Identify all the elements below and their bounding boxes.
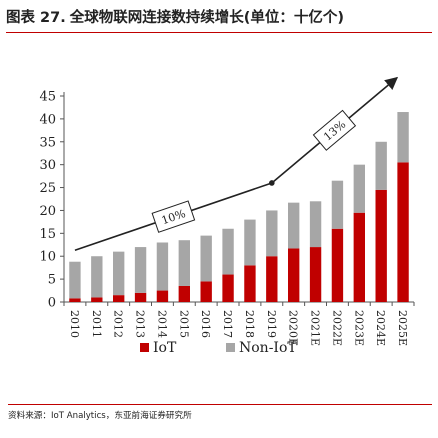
bar-non-iot: [331, 180, 344, 229]
bar-iot: [266, 256, 278, 302]
y-tick-label: 35: [39, 135, 56, 150]
figure-number: 图表 27.: [6, 10, 66, 26]
growth-rate-box: [312, 109, 357, 151]
x-tick-label: 2021E: [309, 310, 322, 346]
bar-iot: [397, 162, 409, 302]
y-tick-label: 15: [39, 227, 56, 242]
bar-non-iot: [91, 256, 103, 298]
y-tick-label: 5: [48, 273, 56, 288]
x-tick-label: 2025E: [396, 310, 409, 346]
y-tick-label: 0: [48, 296, 56, 311]
bar-iot: [244, 265, 256, 302]
x-tick-label: 2011: [90, 310, 103, 338]
bar-iot: [69, 298, 81, 302]
bar-non-iot: [69, 261, 81, 299]
legend-non-iot-swatch: [226, 343, 235, 352]
x-tick-label: 2014: [155, 310, 168, 338]
growth-annotation-2019-2025: 13%: [312, 109, 357, 151]
y-tick-label: 45: [39, 90, 56, 105]
bar-non-iot: [113, 251, 125, 296]
x-tick-label: 2022E: [330, 310, 343, 346]
growth-annotation-2010-2019: 10%: [151, 200, 196, 233]
x-tick-label: 2012: [112, 310, 125, 338]
x-tick-label: 2024E: [374, 310, 387, 346]
x-tick-label: 2017: [221, 310, 234, 338]
figure-title-text: 全球物联网连接数持续增长(单位：十亿个): [69, 10, 345, 26]
bar-non-iot: [156, 242, 169, 291]
bar-iot: [91, 297, 103, 302]
bar-iot: [156, 290, 169, 302]
bar-non-iot: [288, 202, 300, 249]
legend-iot-swatch: [140, 343, 149, 352]
figure-title: 图表 27. 全球物联网连接数持续增长(单位：十亿个): [6, 6, 432, 33]
bar-iot: [288, 248, 300, 302]
bar-non-iot: [266, 210, 278, 257]
y-tick-label: 30: [39, 158, 56, 173]
bar-non-iot: [375, 141, 387, 190]
y-tick-label: 10: [39, 250, 56, 265]
bar-iot: [375, 189, 387, 302]
bar-non-iot: [309, 201, 322, 248]
bar-non-iot: [222, 228, 234, 275]
y-tick-label: 40: [39, 112, 56, 127]
stacked-bar-chart: 0 5 10 15 20 25 30 35 40 45 2010 2011 2012 2013 2014 20…: [39, 76, 415, 356]
growth-rate-box: [151, 200, 196, 233]
x-tick-label: 2023E: [352, 310, 365, 346]
figure-source: 资料来源：IoT Analytics，东亚前海证券研究所: [8, 404, 432, 421]
x-tick-label: 2020E: [287, 310, 300, 346]
bar-non-iot: [353, 164, 365, 213]
legend-iot-label: IoT: [153, 340, 177, 356]
bar-non-iot: [134, 247, 147, 293]
x-tick-label: 2015: [177, 310, 190, 338]
legend-non-iot-label: Non-IoT: [239, 340, 297, 356]
x-tick-label: 2018: [243, 310, 256, 338]
bar-non-iot: [244, 219, 256, 266]
bar-iot: [178, 285, 190, 302]
bar-iot: [353, 212, 365, 302]
x-tick-label: 2019: [265, 310, 278, 338]
bar-iot: [309, 247, 322, 302]
bar-non-iot: [397, 112, 409, 163]
x-tick-label: 2016: [199, 310, 212, 338]
bar-non-iot: [200, 235, 212, 282]
bar-iot: [200, 281, 212, 302]
x-tick-label: 2013: [134, 310, 147, 338]
bar-iot: [113, 295, 125, 302]
bar-iot: [134, 292, 147, 302]
bar-iot: [331, 228, 344, 302]
y-tick-label: 20: [39, 204, 56, 219]
bar-iot: [222, 274, 234, 302]
x-tick-label: 2010: [68, 310, 81, 338]
y-tick-label: 25: [39, 181, 56, 196]
bar-non-iot: [178, 240, 190, 286]
